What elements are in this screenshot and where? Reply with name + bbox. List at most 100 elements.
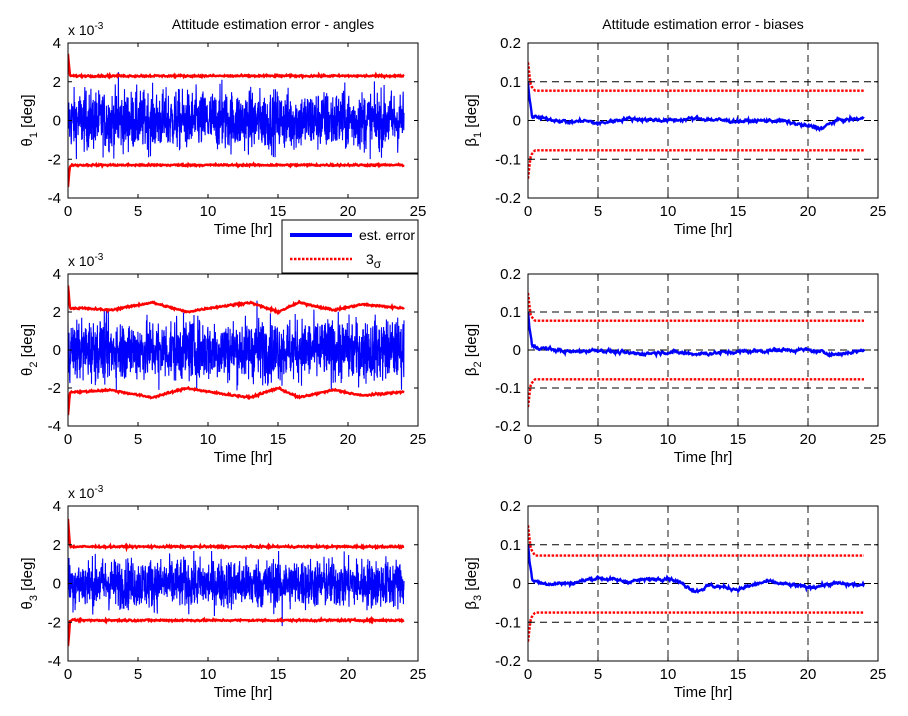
y-tick-label: -2	[48, 380, 61, 397]
series-est-error	[68, 550, 405, 627]
x-tick-label: 15	[730, 666, 747, 683]
x-tick-label: 0	[524, 203, 532, 220]
x-tick-label: 15	[270, 203, 287, 220]
y-tick-label: 0.2	[500, 35, 521, 52]
y-tick-label: -4	[48, 190, 61, 207]
y-tick-label: 0	[53, 113, 61, 130]
series-group	[68, 53, 405, 188]
legend-est-error-label: est. error	[359, 227, 415, 243]
y-axis-label: θ3 [deg]	[19, 558, 40, 610]
series-3sigma-upper	[528, 525, 864, 557]
y-tick-label: 2	[53, 537, 61, 554]
legend: est. error 3σ	[281, 219, 419, 274]
x-tick-label: 20	[340, 431, 357, 448]
x-tick-label: 20	[800, 666, 817, 683]
series-group	[528, 525, 866, 642]
x-tick-label: 0	[524, 431, 532, 448]
y-tick-label: -0.1	[495, 151, 521, 168]
x-axis-label: Time [hr]	[214, 221, 273, 238]
x-tick-label: 5	[594, 203, 602, 220]
subplot-5: 0 5 10 15 20 25 -4 -2 0 2 4 Time [hr] θ3 [deg] x 10-3	[19, 484, 426, 701]
x-tick-label: 15	[270, 666, 287, 683]
series-3sigma-upper	[68, 53, 405, 80]
x-axis-label: Time [hr]	[214, 449, 273, 466]
y-tick-label: 0.2	[500, 266, 521, 283]
x-tick-label: 25	[870, 666, 887, 683]
y-tick-label: 2	[53, 74, 61, 91]
x-tick-label: 20	[340, 203, 357, 220]
series-est-error	[68, 300, 405, 391]
subplot-4: 0 5 10 15 20 25 -0.2 -0.1 0 0.1 0.2 Time [hr] β2 [de…	[463, 266, 886, 466]
y-tick-label: 0.1	[500, 74, 521, 91]
series-group	[68, 285, 405, 416]
x-tick-label: 15	[270, 431, 287, 448]
x-tick-label: 15	[730, 203, 747, 220]
series-group	[528, 292, 866, 408]
subplot-2: 0 5 10 15 20 25 -0.2 -0.1 0 0.1 0.2 Time [hr] β1 [de…	[463, 16, 886, 238]
x-tick-label: 5	[134, 666, 142, 683]
subplot-6: 0 5 10 15 20 25 -0.2 -0.1 0 0.1 0.2 Time [hr] β3 [de…	[463, 498, 886, 701]
x-tick-label: 25	[870, 431, 887, 448]
y-tick-label: -4	[48, 653, 61, 670]
y-tick-label: -4	[48, 418, 61, 435]
series-3sigma-lower	[68, 615, 405, 647]
y-tick-label: 0	[513, 342, 521, 359]
x-tick-label: 10	[200, 666, 217, 683]
series-group	[68, 518, 405, 647]
x-axis-label: Time [hr]	[674, 449, 733, 466]
y-tick-label: 0	[53, 576, 61, 593]
series-est-error	[528, 82, 865, 133]
x-tick-label: 0	[64, 666, 72, 683]
y-axis-label: β2 [deg]	[463, 324, 484, 376]
subplot-3: 0 5 10 15 20 25 -4 -2 0 2 4 Time [hr] θ2 [deg] x 10-3	[19, 252, 426, 466]
x-tick-label: 5	[594, 431, 602, 448]
x-axis-label: Time [hr]	[674, 221, 733, 238]
y-axis-label: β3 [deg]	[463, 557, 484, 609]
x-tick-label: 5	[134, 203, 142, 220]
x-tick-label: 5	[594, 666, 602, 683]
x-tick-label: 25	[410, 431, 427, 448]
x-tick-label: 10	[660, 431, 677, 448]
series-3sigma-upper	[68, 518, 405, 553]
y-tick-label: 0.2	[500, 498, 521, 515]
chart-title: Attitude estimation error - angles	[172, 16, 374, 32]
y-tick-label: 0	[53, 342, 61, 359]
x-axis-label: Time [hr]	[674, 684, 733, 701]
y-tick-label: 4	[53, 35, 61, 52]
x-tick-label: 25	[410, 666, 427, 683]
axis-exponent: x 10-3	[68, 21, 104, 38]
legend-box	[281, 219, 419, 274]
y-tick-label: -2	[48, 151, 61, 168]
x-axis-label: Time [hr]	[214, 684, 273, 701]
x-tick-label: 15	[730, 431, 747, 448]
x-tick-label: 20	[340, 666, 357, 683]
subplot-1: 0 5 10 15 20 25 -4 -2 0 2 4 Time [hr] θ1 [deg] Attitu…	[19, 16, 426, 238]
x-tick-label: 0	[64, 431, 72, 448]
series-est-error	[68, 72, 405, 160]
y-tick-label: 0.1	[500, 537, 521, 554]
series-group	[528, 62, 865, 179]
chart-title: Attitude estimation error - biases	[602, 16, 804, 32]
y-tick-label: -0.1	[495, 614, 521, 631]
series-3sigma-upper	[528, 292, 864, 322]
series-3sigma-lower	[528, 378, 864, 408]
series-est-error	[528, 544, 866, 594]
y-axis-label: θ2 [deg]	[19, 324, 40, 376]
x-tick-label: 10	[660, 666, 677, 683]
y-axis-label: θ1 [deg]	[19, 95, 40, 147]
y-tick-label: -0.1	[495, 380, 521, 397]
x-tick-label: 20	[800, 431, 817, 448]
y-tick-label: -2	[48, 614, 61, 631]
x-tick-label: 20	[800, 203, 817, 220]
x-tick-label: 0	[64, 203, 72, 220]
y-tick-label: 0.1	[500, 304, 521, 321]
series-est-error	[528, 311, 866, 359]
x-tick-label: 5	[134, 431, 142, 448]
legend-3sigma-label: 3σ	[366, 251, 382, 271]
x-tick-label: 0	[524, 666, 532, 683]
x-tick-label: 10	[660, 203, 677, 220]
y-tick-label: 4	[53, 498, 61, 515]
y-tick-label: 0	[513, 576, 521, 593]
series-3sigma-lower	[68, 385, 405, 416]
x-tick-label: 10	[200, 431, 217, 448]
